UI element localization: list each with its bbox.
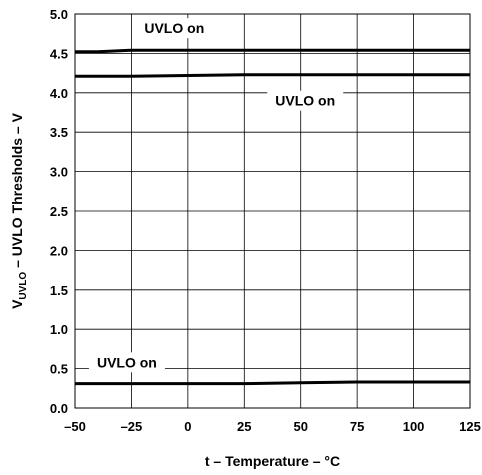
grid-lines [74,13,471,409]
annotations: UVLO on UVLO on UVLO on [88,18,344,373]
annotation-background [136,18,213,39]
annotation-label-2: UVLO on [275,93,335,109]
y-tick-label: 1.5 [50,283,68,298]
y-tick-label: 5.0 [50,7,68,22]
y-tick-label: 0.5 [50,362,68,377]
x-tick-label: 0 [184,419,191,434]
annotation-label-1: UVLO on [144,20,204,36]
y-axis-title-rest: – UVLO Thresholds – V [9,112,25,271]
y-tick-label: 2.5 [50,204,68,219]
annotation-background [267,90,344,111]
y-tick-label: 4.0 [50,86,68,101]
x-tick-label: –50 [64,419,86,434]
x-tick-labels: –50 –25 0 25 50 75 100 125 [64,419,481,434]
series-line-3 [75,380,470,386]
y-tick-label: 4.5 [50,46,68,61]
y-tick-label: 3.0 [50,165,68,180]
y-tick-label: 3.5 [50,125,68,140]
series-line-1 [75,48,470,54]
x-tick-label: 100 [403,419,425,434]
annotation-background [88,352,165,373]
plot-frame [74,13,471,409]
y-axis-title-main: V [9,299,25,309]
y-tick-label: 2.0 [50,243,68,258]
series-line-2 [75,73,470,78]
x-tick-label: 25 [237,419,251,434]
x-axis-title: t – Temperature – °C [205,453,340,469]
x-tick-label: –25 [121,419,143,434]
annotation-label-3: UVLO on [97,354,157,370]
y-tick-label: 0.0 [50,401,68,416]
x-tick-label: 50 [293,419,307,434]
x-tick-label: 75 [350,419,364,434]
y-tick-label: 1.0 [50,322,68,337]
y-tick-labels: 0.0 0.5 1.0 1.5 2.0 2.5 3.0 3.5 4.0 4.5 5.0 [50,7,68,416]
y-axis-title-subscript: UVLO [18,272,29,300]
series-lines [75,48,470,386]
x-tick-label: 125 [459,419,481,434]
y-axis-title: VUVLO – UVLO Thresholds – V [9,112,29,308]
